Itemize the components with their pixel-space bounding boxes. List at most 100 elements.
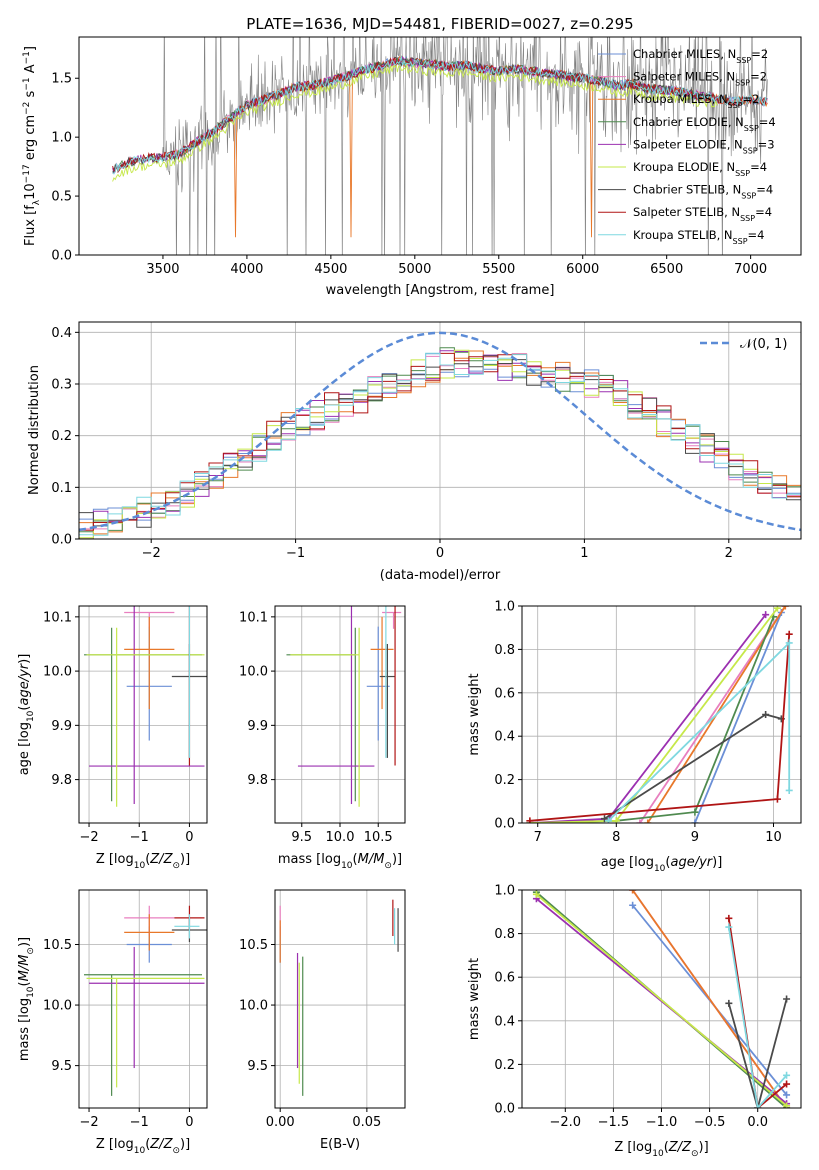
legend-label: Salpeter MILES, NSSP=2 xyxy=(633,70,767,88)
y-tick-label: 10.0 xyxy=(239,999,268,1014)
spectrum-ylabel: Flux [fλ10−17 erg cm−2 s−1 A−1] xyxy=(22,46,42,246)
age_vs_mass-xlabel: mass [log10(M/M⊙)] xyxy=(278,852,402,871)
weight_vs_age-axes: 7 8 9 10 0.0 0.2 0.4 0.6 0.8 1.0 age [log10(age/yr… xyxy=(467,600,802,874)
weight_vs_age-frame xyxy=(521,605,802,824)
x-tick-label: −2 xyxy=(79,1115,98,1130)
kroupa-miles-marker xyxy=(629,890,637,894)
y-tick-label: 1.0 xyxy=(494,884,515,899)
chabrier-miles-marker xyxy=(783,1091,791,1099)
y-tick-label: 0.5 xyxy=(51,190,72,205)
chabrier-stelib-marker xyxy=(725,999,733,1007)
mass_vs_ebv-errorbars xyxy=(279,899,399,1096)
kroupa-elodie-weight-line xyxy=(535,893,788,1107)
y-tick-label: 10.0 xyxy=(43,665,72,680)
salpeter-stelib-marker xyxy=(783,1080,791,1088)
spectrum-lines xyxy=(112,37,768,255)
x-tick-label: 0.0 xyxy=(747,1115,768,1130)
y-tick-label: 9.5 xyxy=(247,1059,268,1074)
x-tick-label: 10 xyxy=(765,830,782,845)
legend-label: Kroupa MILES, NSSP=2 xyxy=(633,92,759,110)
kroupa-stelib-marker xyxy=(785,639,793,647)
x-tick-label: 9 xyxy=(691,830,699,845)
age_vs_Z-errorbars xyxy=(84,606,207,807)
x-tick-label: −2 xyxy=(79,830,98,845)
weight_vs_age-lines xyxy=(526,606,793,823)
salpeter-stelib-weight-line xyxy=(727,918,788,1108)
kroupa-stelib-marker xyxy=(785,786,793,794)
salpeter-miles-marker xyxy=(636,819,644,823)
x-tick-label: −2.0 xyxy=(550,1115,582,1130)
kroupa-stelib-marker xyxy=(783,1071,791,1079)
x-tick-label: 10.5 xyxy=(364,830,393,845)
kroupa-stelib-model-line xyxy=(112,56,768,175)
y-tick-label: 10.5 xyxy=(43,938,72,953)
chabrier-miles-marker xyxy=(629,901,637,909)
legend-label: Chabrier MILES, NSSP=2 xyxy=(633,47,768,65)
salpeter-miles-weight-line xyxy=(639,606,787,823)
age_vs_mass-axes: 9.5 10.0 10.5 9.8 9.9 10.0 10.1 mass [log10(M/M… xyxy=(239,605,406,871)
kroupa-elodie-weight-line xyxy=(529,607,779,823)
x-tick-label: 5000 xyxy=(398,262,431,277)
y-tick-label: 0.4 xyxy=(51,326,72,341)
y-tick-label: 10.0 xyxy=(239,665,268,680)
chabrier-elodie-marker xyxy=(691,808,699,816)
mass_vs_ebv-frame xyxy=(274,889,406,1109)
weight_vs_age-ylabel: mass weight xyxy=(467,673,482,755)
x-tick-label: 1 xyxy=(580,546,588,561)
gaussian-legend-label: 𝒩(0, 1) xyxy=(740,337,787,352)
y-tick-label: 0.0 xyxy=(51,249,72,264)
salpeter-elodie-marker xyxy=(762,611,770,619)
age_vs_Z-frame xyxy=(78,605,208,824)
salpeter-stelib-marker xyxy=(785,630,793,638)
kroupa-elodie-marker xyxy=(612,817,620,823)
chabrier-miles-weight-line xyxy=(694,612,783,823)
y-tick-label: 9.8 xyxy=(247,773,268,788)
spectrum-frame xyxy=(78,36,802,256)
x-tick-label: −1 xyxy=(130,1115,149,1130)
age_vs_Z-xlabel: Z [log10(Z/Z⊙)] xyxy=(96,852,190,871)
mass_vs_Z-xlabel: Z [log10(Z/Z⊙)] xyxy=(96,1137,190,1156)
chabrier-miles-marker xyxy=(691,819,699,823)
legend-label: Kroupa ELODIE, NSSP=4 xyxy=(633,160,767,178)
salpeter-stelib-marker xyxy=(773,795,781,803)
kroupa-stelib-marker xyxy=(725,923,733,931)
chabrier-stelib-marker xyxy=(783,995,791,1003)
y-tick-label: 0.3 xyxy=(51,378,72,393)
x-tick-label: 7000 xyxy=(734,262,767,277)
age_vs_mass-frame xyxy=(274,605,406,824)
chabrier-stelib-marker xyxy=(762,711,770,718)
y-tick-label: 0.0 xyxy=(494,1102,515,1117)
age_vs_Z-axes: −2 −1 0 9.8 9.9 10.0 10.1 Z [log10(Z/Z⊙)] age [l… xyxy=(17,605,208,871)
kroupa-elodie-marker xyxy=(532,890,540,898)
figure-title: PLATE=1636, MJD=54481, FIBERID=0027, z=0… xyxy=(246,15,633,33)
weight_vs_Z-axes: −2.0 −1.5 −1.0 −0.5 0.0 0.0 0.2 0.4 0.6 0.8 1.0 Z [… xyxy=(467,884,802,1159)
legend-label: Salpeter STELIB, NSSP=4 xyxy=(633,205,772,223)
y-tick-label: 1.0 xyxy=(494,600,515,615)
histogram-xlabel: (data-model)/error xyxy=(380,568,501,583)
y-tick-label: 9.8 xyxy=(51,773,72,788)
weight_vs_Z-ylabel: mass weight xyxy=(467,958,482,1040)
x-tick-label: 0.00 xyxy=(266,1115,295,1130)
residuals-axes: −2 −1 0 1 2 0.0 0.1 0.2 0.3 0.4 𝒩(0, 1) (data-model… xyxy=(27,321,802,583)
x-tick-label: 10.0 xyxy=(326,830,355,845)
gaussian-curve xyxy=(79,331,801,532)
y-tick-label: 0.4 xyxy=(494,730,515,745)
x-tick-label: 6500 xyxy=(650,262,683,277)
x-tick-label: 0 xyxy=(185,1115,193,1130)
y-tick-label: 0.0 xyxy=(51,533,72,548)
mass_vs_ebv-xlabel: E(B-V) xyxy=(320,1137,360,1152)
weight_vs_Z-lines xyxy=(532,890,791,1108)
x-tick-label: −1.0 xyxy=(646,1115,678,1130)
kroupa-stelib-marker xyxy=(754,1104,762,1108)
y-tick-label: 10.1 xyxy=(239,610,268,625)
kroupa-stelib-marker xyxy=(604,817,612,823)
histogram-ylabel: Normed distribution xyxy=(27,365,42,495)
legend-label: Kroupa STELIB, NSSP=4 xyxy=(633,228,764,246)
spectrum-xlabel: wavelength [Angstrom, rest frame] xyxy=(326,283,555,298)
x-tick-label: −1 xyxy=(286,546,305,561)
x-tick-label: 0.05 xyxy=(352,1115,381,1130)
y-tick-label: 9.5 xyxy=(51,1059,72,1074)
kroupa-miles-marker xyxy=(781,606,789,610)
weight_vs_age-xlabel: age [log10(age/yr)] xyxy=(601,855,723,874)
